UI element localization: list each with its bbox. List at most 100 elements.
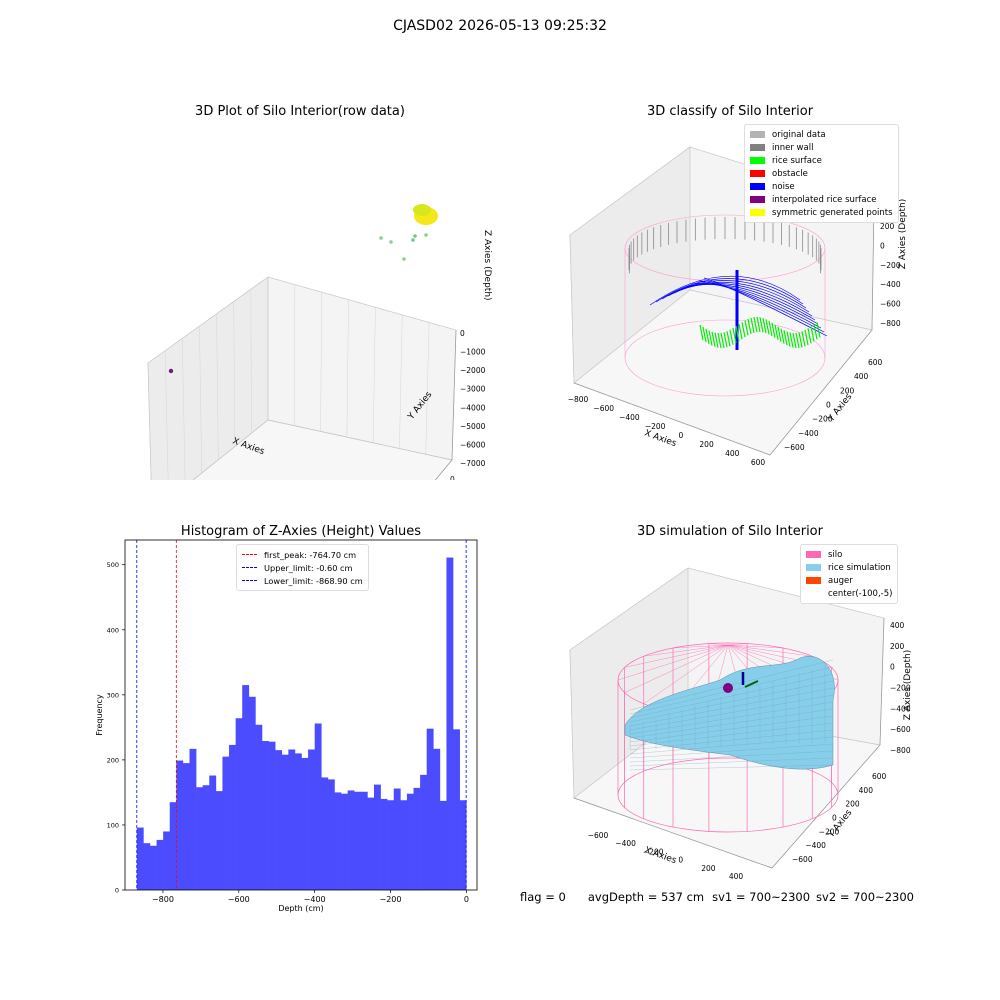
histogram-bar — [163, 831, 171, 890]
histogram-y-tick-label: 500 — [107, 561, 119, 569]
legend-label: noise — [772, 181, 795, 192]
axis-tick-label: −800 — [880, 319, 901, 328]
axis-tick-label: −800 — [568, 395, 589, 404]
histogram-bar — [209, 775, 217, 890]
legend-swatch — [806, 551, 821, 558]
classify-rice-surface — [699, 316, 821, 349]
histogram-bar — [420, 774, 427, 890]
legend-item: interpolated rice surface — [750, 193, 893, 206]
legend-swatch — [242, 580, 257, 581]
histogram-bar — [248, 696, 256, 890]
histogram-y-tick-label: 300 — [107, 691, 119, 699]
legend-item: noise — [750, 180, 893, 193]
histogram-bar — [341, 793, 348, 890]
histogram-bar — [327, 779, 335, 890]
histogram-bar — [196, 787, 203, 890]
axis-tick-label: −2000 — [460, 366, 486, 375]
raw-z-ticks: 0 −1000 −2000 −3000 −4000 −5000 −6000 −7000 — [460, 329, 486, 468]
axis-tick-label: 0 — [678, 431, 683, 440]
legend-swatch — [242, 567, 257, 568]
histogram-bar — [202, 785, 210, 890]
raw-point — [389, 240, 393, 244]
histogram-title: Histogram of Z-Axies (Height) Values — [180, 524, 422, 539]
axis-tick-label: −4000 — [460, 403, 486, 412]
histogram-bar — [275, 750, 283, 890]
histogram-bar — [149, 845, 157, 890]
simulation-auger-arm — [744, 680, 759, 688]
histogram-chart: −800 −600 −400 −200 0 0 100 200 300 400 500 Depth… — [95, 539, 478, 913]
axis-tick-label: −5000 — [460, 422, 486, 431]
histogram-bar — [189, 748, 197, 890]
axis-tick-label: −400 — [615, 839, 636, 848]
axis-tick-label: −1000 — [460, 348, 486, 357]
axis-tick-label: −600 — [588, 831, 609, 840]
legend-label: rice simulation — [828, 562, 891, 573]
figure-suptitle: CJASD02 2026-05-13 09:25:32 — [393, 18, 607, 34]
axis-tick-label: −600 — [593, 404, 614, 413]
histogram-bar — [182, 763, 190, 890]
axis-tick-label: −7000 — [460, 459, 486, 468]
axis-tick-label: −200 — [880, 261, 901, 270]
histogram-bar — [433, 748, 441, 890]
legend-label: original data — [772, 129, 826, 140]
histogram-bar — [268, 741, 276, 890]
legend-swatch — [806, 577, 821, 584]
histogram-bar — [373, 784, 381, 890]
histogram-legend-item: first_peak: -764.70 cm — [242, 548, 363, 561]
status-avg-depth: avgDepth = 537 cm — [587, 890, 705, 904]
classify-x-axis-label: X Axies — [643, 428, 678, 449]
status-flag: flag = 0 — [520, 890, 566, 904]
histogram-y-axis-label: Frequency — [95, 694, 104, 736]
axis-tick-label: 400 — [859, 786, 874, 795]
axis-tick-label: −800 — [890, 746, 911, 755]
histogram-bar — [459, 800, 467, 890]
legend-label: auger — [828, 575, 853, 586]
axis-tick-label: 0 — [880, 241, 885, 250]
histogram-bar — [413, 787, 421, 890]
histogram-bar — [406, 793, 414, 890]
axis-tick-label: −400 — [805, 841, 826, 850]
histogram-bar — [308, 749, 315, 890]
axis-tick-label: 200 — [890, 642, 905, 651]
legend-swatch — [750, 196, 765, 203]
histogram-bar — [400, 800, 408, 890]
axis-tick-label: 0 — [460, 329, 465, 338]
classify-noise — [649, 270, 828, 350]
histogram-bar — [169, 802, 177, 890]
axis-tick-label: 200 — [880, 222, 895, 231]
histogram-bars — [136, 557, 467, 890]
axis-tick-label: 200 — [699, 440, 714, 449]
classify-3d-axes — [569, 146, 875, 456]
axis-tick-label: 400 — [890, 621, 905, 630]
legend-item: inner wall — [750, 141, 893, 154]
raw-point — [411, 238, 415, 242]
legend-item: silo — [806, 548, 892, 561]
simulation-plot-title: 3D simulation of Silo Interior — [637, 524, 823, 539]
histogram-x-tick-label: −800 — [152, 895, 174, 904]
raw-point — [402, 257, 406, 261]
axis-tick-label: 600 — [868, 358, 883, 367]
status-sv2: sv2 = 700~2300 — [816, 890, 914, 904]
histogram-bar — [380, 798, 388, 890]
simulation-legend: silo rice simulation auger center(-100,-5) — [800, 544, 899, 604]
simulation-z-axis-label: Z Axies (Depth) — [903, 650, 913, 721]
classify-z-axis-label: Z Axies (Depth) — [898, 199, 908, 270]
status-line: flag = 0 avgDepth = 537 cm sv1 = 700~2300 s… — [520, 890, 924, 904]
axis-tick-label: −200 — [645, 422, 666, 431]
legend-item: rice surface — [750, 154, 893, 167]
raw-plot-title: 3D Plot of Silo Interior(row data) — [195, 104, 405, 119]
raw-point-cluster — [413, 204, 431, 216]
histogram-bar — [288, 749, 296, 890]
axis-tick-label: −200 — [890, 684, 911, 693]
legend-item: symmetric generated points — [750, 206, 893, 219]
status-sv1: sv1 = 700~2300 — [712, 890, 811, 904]
histogram-bar — [235, 718, 243, 890]
histogram-y-tick-label: 0 — [115, 887, 119, 895]
legend-swatch — [750, 209, 765, 216]
axis-tick-label: 0 — [832, 814, 837, 823]
classify-inner-wall — [628, 217, 822, 274]
legend-swatch — [750, 183, 765, 190]
classify-z-ticks: 200 0 −200 −400 −600 −800 — [880, 222, 901, 328]
histogram-bar — [334, 792, 342, 890]
histogram-bar — [143, 843, 151, 890]
